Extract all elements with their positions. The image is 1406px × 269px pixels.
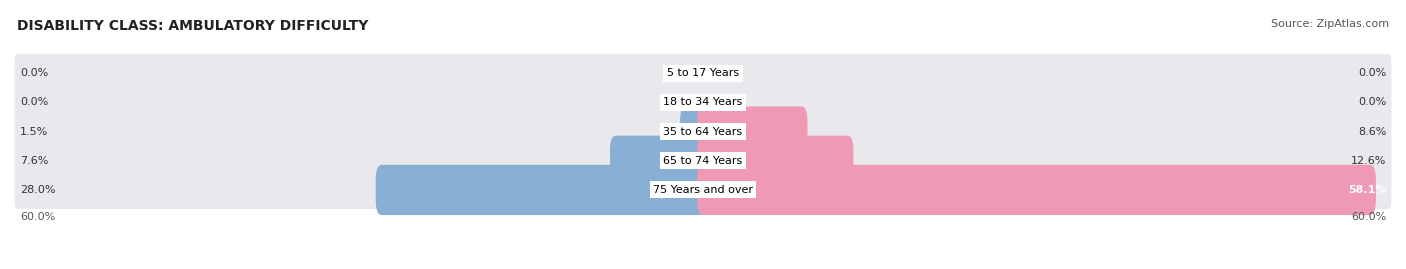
FancyBboxPatch shape [14,83,1392,121]
Text: 58.1%: 58.1% [1348,185,1386,195]
Text: DISABILITY CLASS: AMBULATORY DIFFICULTY: DISABILITY CLASS: AMBULATORY DIFFICULTY [17,19,368,33]
Text: 60.0%: 60.0% [20,212,55,222]
FancyBboxPatch shape [14,112,1392,151]
Text: 5 to 17 Years: 5 to 17 Years [666,68,740,78]
Text: 7.6%: 7.6% [20,156,48,166]
FancyBboxPatch shape [681,107,709,157]
FancyBboxPatch shape [697,107,807,157]
Text: 60.0%: 60.0% [1351,212,1386,222]
Text: Source: ZipAtlas.com: Source: ZipAtlas.com [1271,19,1389,29]
Text: 0.0%: 0.0% [20,68,48,78]
Text: 18 to 34 Years: 18 to 34 Years [664,97,742,107]
FancyBboxPatch shape [14,54,1392,92]
FancyBboxPatch shape [14,171,1392,209]
FancyBboxPatch shape [610,136,709,186]
Text: 1.5%: 1.5% [20,127,48,137]
FancyBboxPatch shape [14,142,1392,180]
FancyBboxPatch shape [697,165,1376,215]
Text: 28.0%: 28.0% [20,185,55,195]
Text: 0.0%: 0.0% [20,97,48,107]
Text: 12.6%: 12.6% [1351,156,1386,166]
FancyBboxPatch shape [697,136,853,186]
Text: 8.6%: 8.6% [1358,127,1386,137]
FancyBboxPatch shape [375,165,709,215]
Text: 75 Years and over: 75 Years and over [652,185,754,195]
Text: 0.0%: 0.0% [1358,68,1386,78]
Text: 35 to 64 Years: 35 to 64 Years [664,127,742,137]
Text: 0.0%: 0.0% [1358,97,1386,107]
Text: 65 to 74 Years: 65 to 74 Years [664,156,742,166]
